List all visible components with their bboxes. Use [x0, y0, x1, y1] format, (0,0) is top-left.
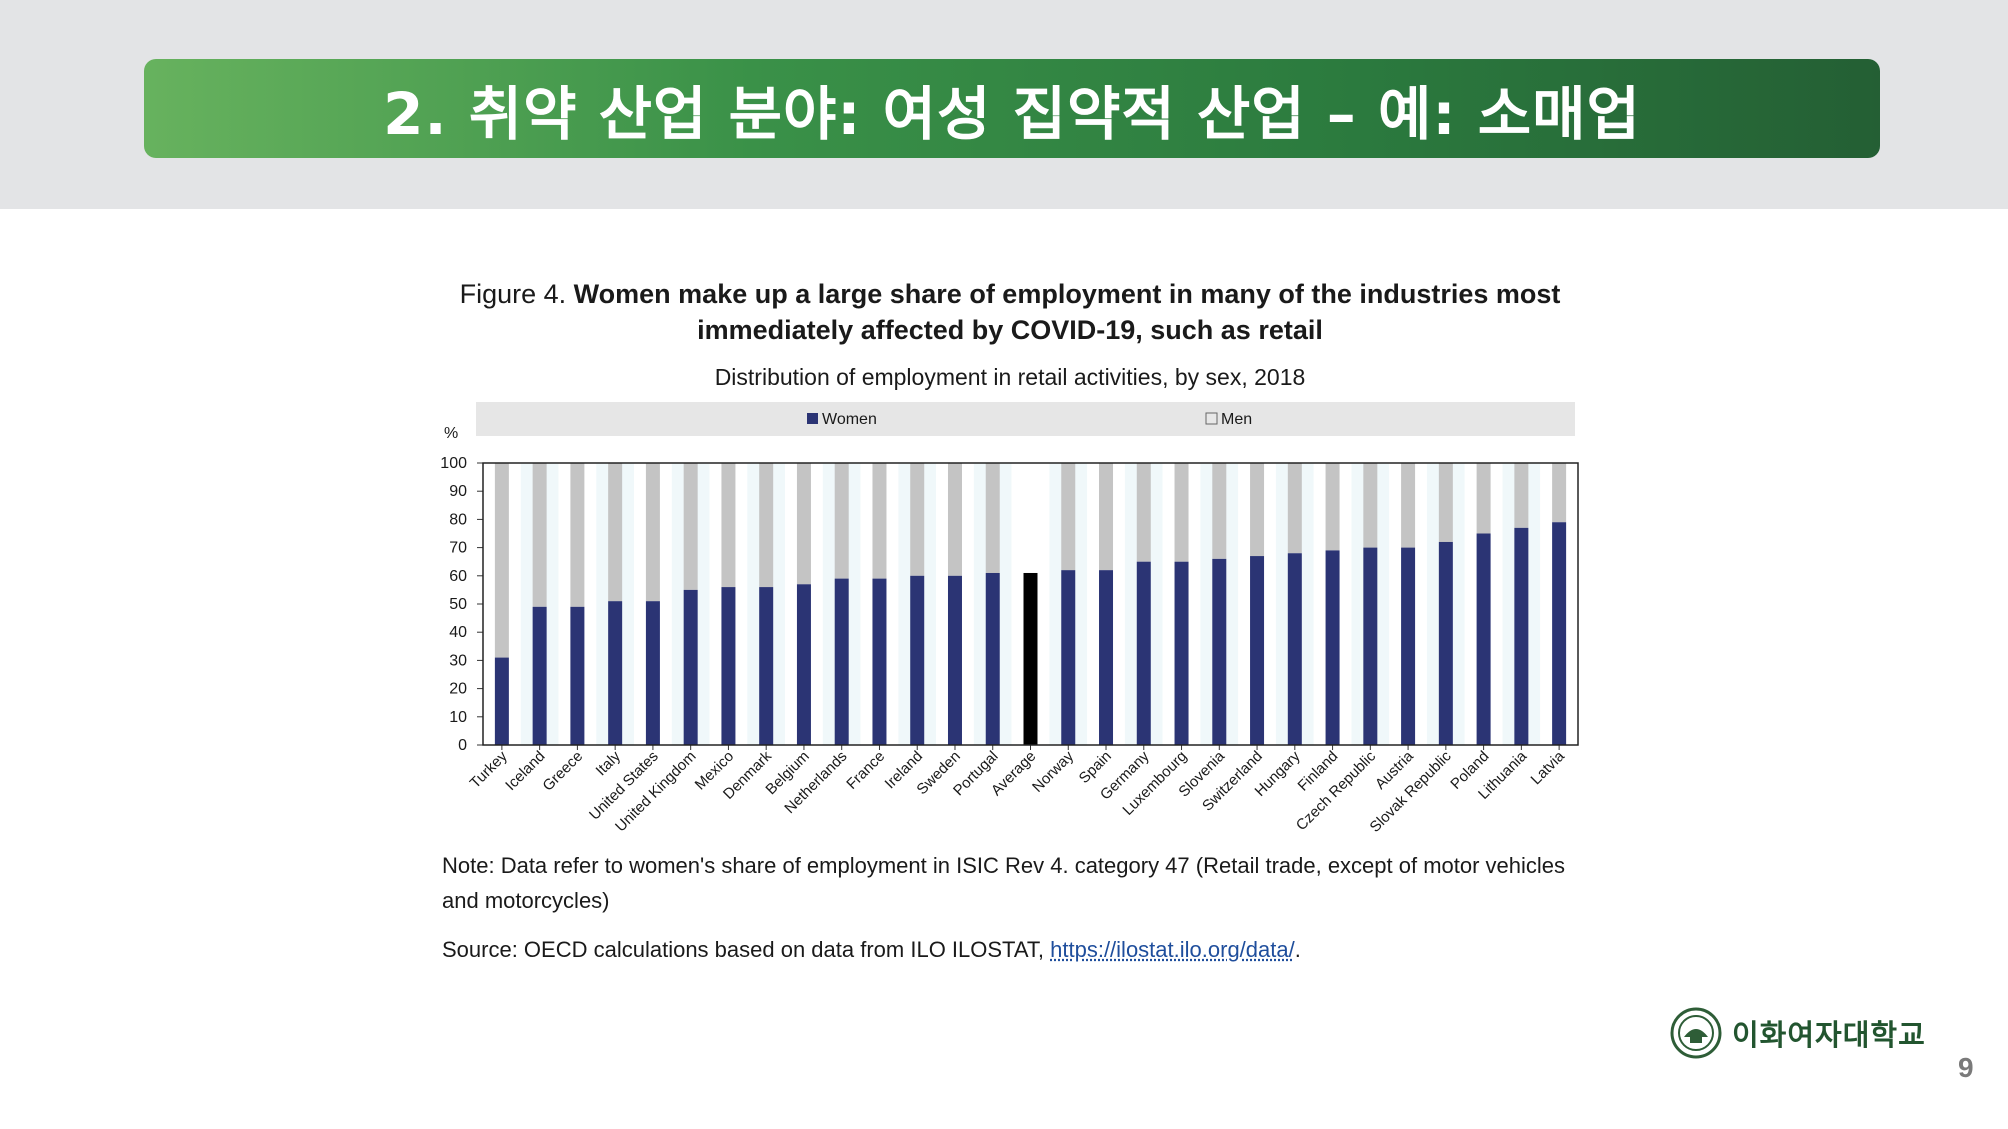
- bar-women-lithuania: [1514, 527, 1529, 745]
- bar-women-belgium: [796, 584, 811, 745]
- bar-men-latvia: [1552, 463, 1567, 523]
- bar-women-slovenia: [1212, 558, 1227, 745]
- bar-men-hungary: [1287, 463, 1302, 554]
- y-tick-label: 10: [449, 709, 467, 726]
- university-logo: 이화여자대학교: [1670, 1005, 1926, 1061]
- bar-men-spain: [1099, 463, 1114, 571]
- university-name: 이화여자대학교: [1732, 1018, 1926, 1052]
- bar-women-united-states: [645, 601, 660, 745]
- bar-men-czech-republic: [1363, 463, 1378, 548]
- y-tick-label: 80: [449, 511, 467, 528]
- bar-women-norway: [1061, 570, 1076, 745]
- bar-men-france: [872, 463, 887, 579]
- bar-men-netherlands: [834, 463, 849, 579]
- y-tick-label: 100: [440, 455, 467, 472]
- bar-men-ireland: [910, 463, 925, 576]
- figure-label: Figure 4.: [459, 279, 567, 309]
- bar-women-average: [1023, 572, 1038, 745]
- bar-women-switzerland: [1250, 556, 1265, 745]
- figure-note: Note: Data refer to women's share of emp…: [442, 853, 1566, 913]
- bar-men-slovak-republic: [1438, 463, 1453, 542]
- bar-women-germany: [1136, 561, 1151, 745]
- bar-men-united-kingdom: [683, 463, 698, 590]
- x-tick-label: Iceland: [502, 748, 548, 794]
- bar-women-turkey: [494, 657, 509, 745]
- x-tick-label: Italy: [593, 747, 625, 779]
- legend-swatch-men: [1205, 412, 1218, 425]
- x-tick-label: Greece: [539, 748, 586, 795]
- bar-women-slovak-republic: [1438, 541, 1453, 745]
- bar-women-hungary: [1287, 553, 1302, 745]
- bar-men-germany: [1136, 463, 1151, 562]
- y-tick-label: 90: [449, 483, 467, 500]
- bar-women-iceland: [532, 606, 547, 745]
- bar-women-latvia: [1552, 522, 1567, 745]
- bar-women-denmark: [759, 587, 774, 745]
- bar-women-poland: [1476, 533, 1491, 745]
- bar-women-united-kingdom: [683, 589, 698, 745]
- bar-men-finland: [1325, 463, 1340, 551]
- figure-title-text: Women make up a large share of employmen…: [573, 279, 1561, 345]
- y-tick-label: 30: [449, 652, 467, 669]
- bar-men-iceland: [532, 463, 547, 607]
- bar-women-greece: [570, 606, 585, 745]
- bar-women-portugal: [985, 572, 1000, 745]
- bar-women-finland: [1325, 550, 1340, 745]
- bar-men-united-states: [645, 463, 660, 602]
- source-prefix: Source: OECD calculations based on data …: [442, 937, 1051, 962]
- bar-women-austria: [1401, 547, 1416, 745]
- bar-men-average: [1023, 463, 1038, 573]
- bar-women-italy: [608, 601, 623, 745]
- bar-men-luxembourg: [1174, 463, 1189, 562]
- bar-men-portugal: [985, 463, 1000, 573]
- bar-women-netherlands: [834, 578, 849, 745]
- university-emblem-icon: [1670, 1007, 1722, 1059]
- bar-men-austria: [1401, 463, 1416, 548]
- bar-men-poland: [1476, 463, 1491, 534]
- bar-women-luxembourg: [1174, 561, 1189, 745]
- y-axis-label: %: [444, 425, 458, 442]
- bar-women-czech-republic: [1363, 547, 1378, 745]
- bar-men-greece: [570, 463, 585, 607]
- legend-box: [476, 402, 1575, 436]
- x-tick-label: Norway: [1029, 747, 1077, 795]
- bar-men-slovenia: [1212, 463, 1227, 559]
- bar-men-turkey: [494, 463, 509, 658]
- page-number: 9: [1958, 1052, 1974, 1083]
- source-suffix: .: [1294, 937, 1301, 962]
- bar-men-denmark: [759, 463, 774, 588]
- source-link[interactable]: https://ilostat.ilo.org/data/: [1050, 937, 1295, 962]
- bar-men-lithuania: [1514, 463, 1529, 528]
- y-tick-label: 20: [449, 681, 467, 698]
- slide-title: 2. 취약 산업 분야: 여성 집약적 산업 – 예: 소매업: [383, 79, 1641, 148]
- bar-men-norway: [1061, 463, 1076, 571]
- y-tick-label: 70: [449, 540, 467, 557]
- bar-men-sweden: [947, 463, 962, 576]
- plot-frame: [482, 462, 1579, 746]
- title-bar: 2. 취약 산업 분야: 여성 집약적 산업 – 예: 소매업: [144, 59, 1880, 158]
- bar-women-france: [872, 578, 887, 745]
- bar-men-belgium: [796, 463, 811, 585]
- bar-women-mexico: [721, 587, 736, 745]
- legend-swatch-women: [807, 413, 818, 424]
- y-tick-label: 40: [449, 624, 467, 641]
- y-tick-label: 60: [449, 568, 467, 585]
- bar-men-mexico: [721, 463, 736, 588]
- legend-label-women: Women: [822, 411, 877, 428]
- x-tick-label: France: [843, 748, 888, 793]
- bar-men-switzerland: [1250, 463, 1265, 557]
- figure-title: Figure 4. Women make up a large share of…: [440, 276, 1580, 348]
- figure-subtitle: Distribution of employment in retail act…: [714, 364, 1306, 390]
- y-tick-label: 0: [458, 737, 467, 754]
- bar-men-italy: [608, 463, 623, 602]
- bar-women-ireland: [910, 575, 925, 745]
- y-tick-label: 50: [449, 596, 467, 613]
- x-tick-label: Latvia: [1528, 747, 1569, 788]
- bar-women-spain: [1099, 570, 1114, 745]
- figure-source: Source: OECD calculations based on data …: [442, 932, 1582, 967]
- legend-label-men: Men: [1221, 411, 1252, 428]
- bar-women-sweden: [947, 575, 962, 745]
